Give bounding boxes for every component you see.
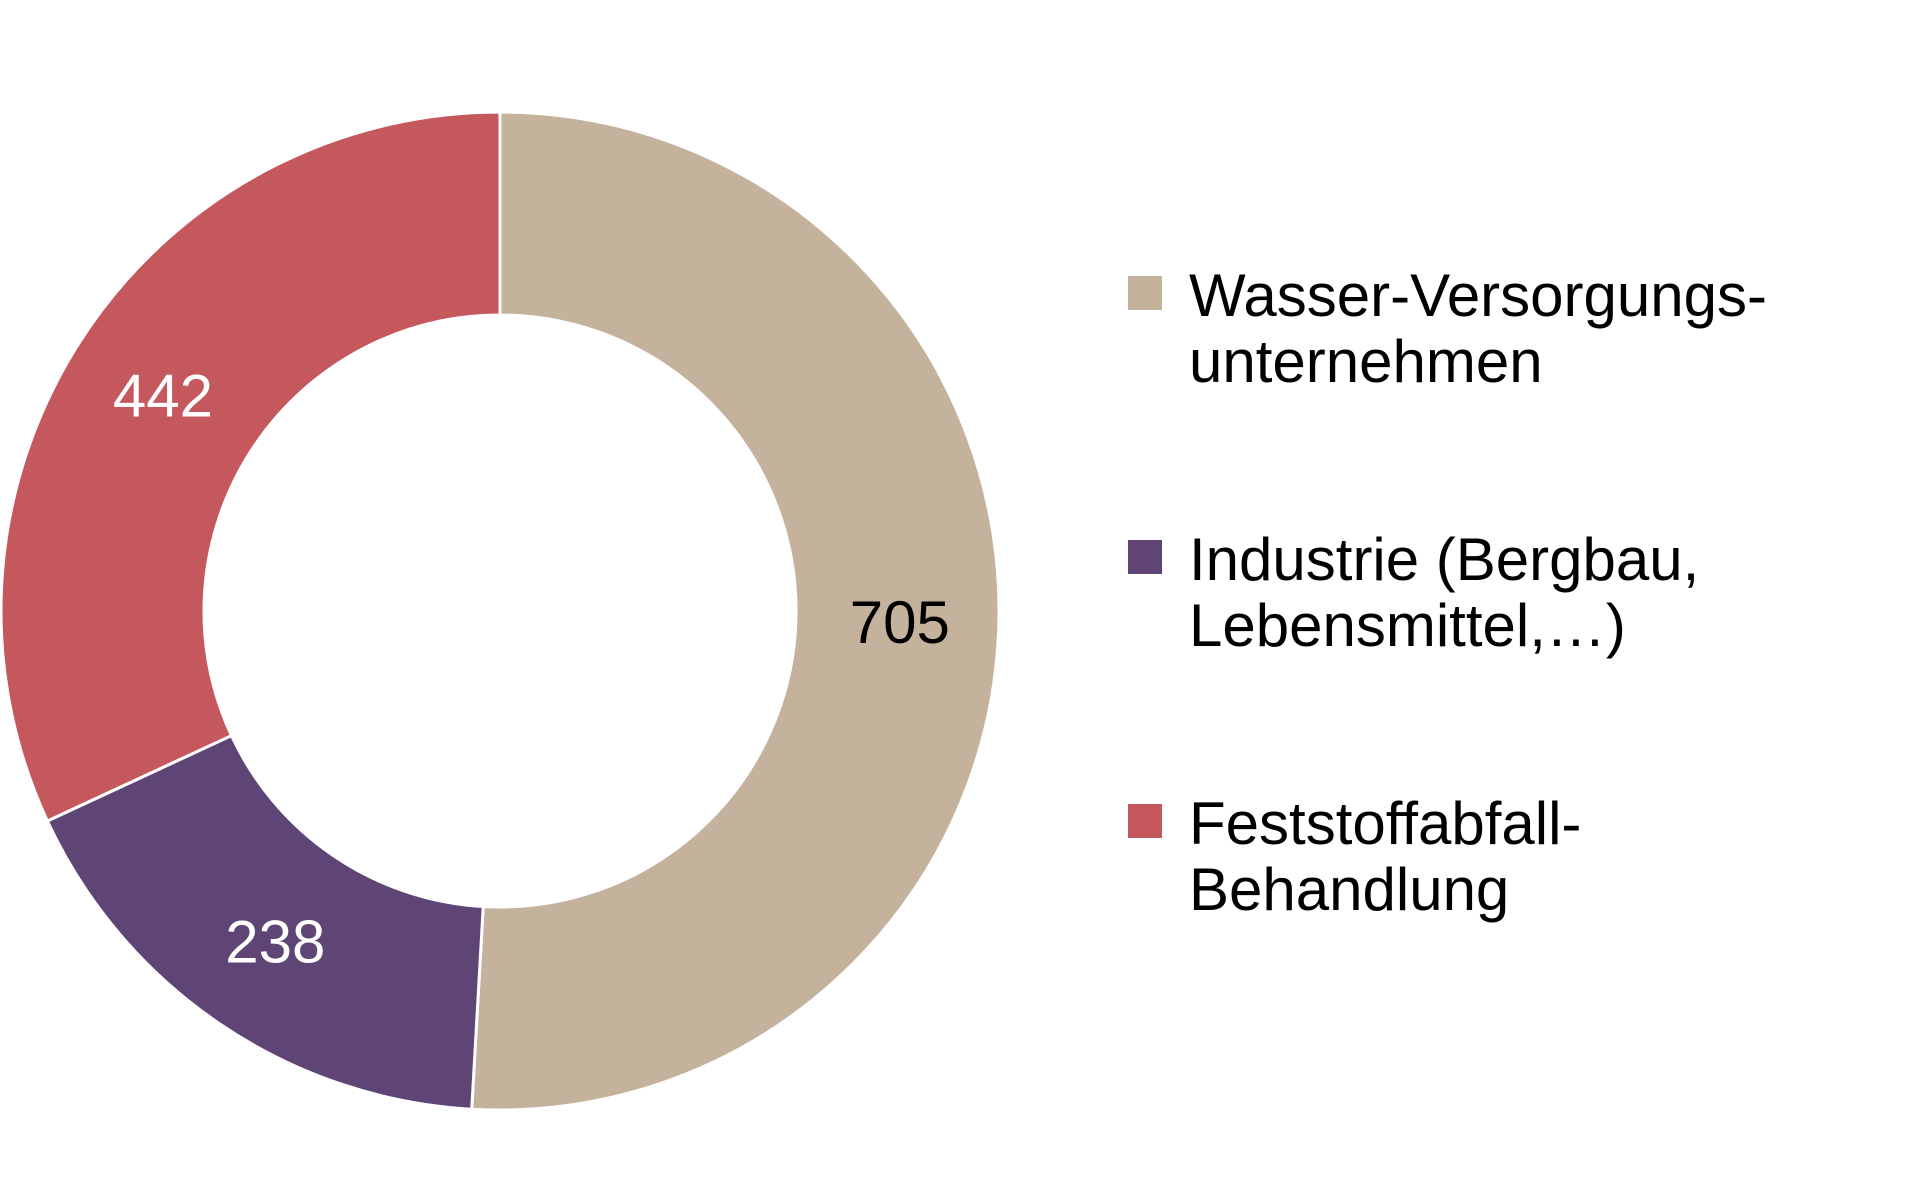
donut-value-label-industrie: 238 bbox=[225, 908, 325, 975]
donut-value-label-wasser: 705 bbox=[850, 589, 950, 656]
legend-swatch-wasser bbox=[1128, 276, 1162, 310]
legend-swatch-feststoff bbox=[1128, 804, 1162, 838]
legend-label-line: Behandlung bbox=[1189, 856, 1510, 923]
legend-label-line: unternehmen bbox=[1189, 328, 1543, 395]
legend-label-wasser: Wasser-Versorgungs- unternehmen bbox=[1189, 263, 1767, 395]
legend-label-line: Industrie (Bergbau, bbox=[1189, 526, 1700, 593]
donut-value-label-feststoff: 442 bbox=[113, 362, 213, 429]
legend-item-wasser: Wasser-Versorgungs- unternehmen bbox=[1128, 263, 1767, 395]
chart-legend: Wasser-Versorgungs- unternehmen Industri… bbox=[1128, 263, 1767, 923]
donut-segment-industrie bbox=[45, 734, 485, 1111]
legend-label-industrie: Industrie (Bergbau, Lebensmittel,…) bbox=[1189, 527, 1699, 659]
legend-item-industrie: Industrie (Bergbau, Lebensmittel,…) bbox=[1128, 527, 1767, 659]
legend-item-feststoff: Feststoffabfall- Behandlung bbox=[1128, 791, 1767, 923]
legend-label-feststoff: Feststoffabfall- Behandlung bbox=[1189, 791, 1581, 923]
donut-segment-feststoff bbox=[0, 110, 502, 823]
legend-label-line: Feststoffabfall- bbox=[1189, 790, 1582, 857]
donut-segment-wasser bbox=[470, 110, 1001, 1112]
legend-swatch-industrie bbox=[1128, 540, 1162, 574]
legend-label-line: Wasser-Versorgungs- bbox=[1189, 262, 1767, 329]
legend-label-line: Lebensmittel,…) bbox=[1189, 592, 1626, 659]
